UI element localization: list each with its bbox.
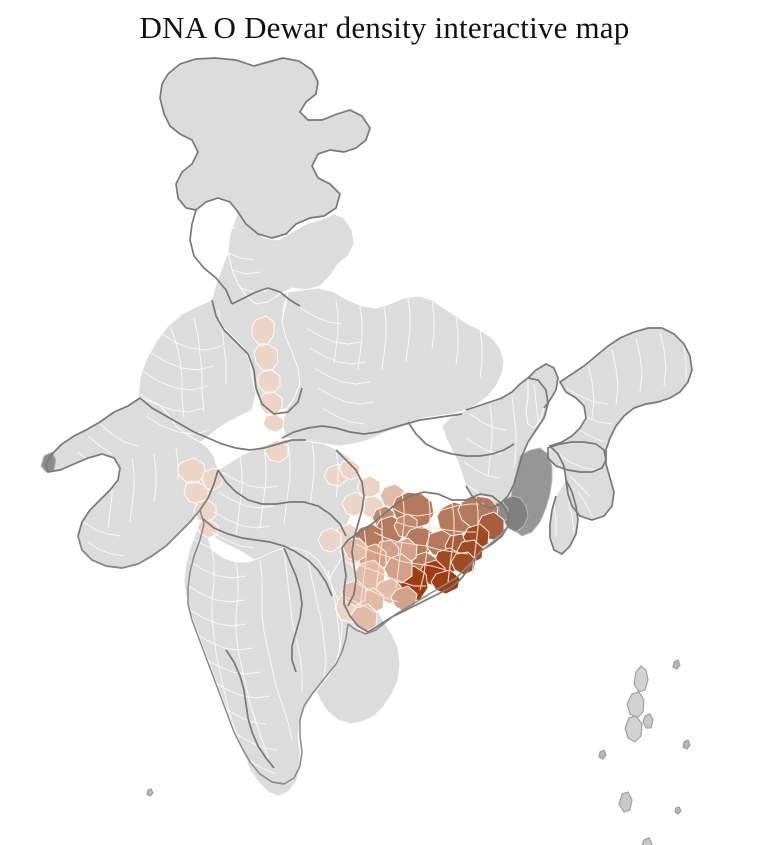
region-gujarat-west-tip — [41, 452, 56, 472]
map-svg[interactable] — [0, 52, 769, 845]
district-grid-gangetic — [300, 298, 482, 424]
page-title: DNA O Dewar density interactive map — [139, 10, 630, 45]
border-punjab-haryana-rajasthan — [212, 300, 302, 414]
coastline-west — [78, 510, 284, 784]
highlight-boundary-layer — [344, 492, 484, 614]
island-middle-andaman[interactable] — [627, 692, 644, 718]
district-grid-rajasthan — [140, 310, 226, 434]
border-mp-maharashtra — [218, 470, 346, 536]
border-chhattisgarh — [336, 450, 364, 606]
district-jagatsinghpur[interactable] — [451, 552, 476, 575]
district-bilaspur[interactable] — [342, 492, 365, 516]
border-rajasthan-gujarat-mp — [140, 398, 306, 450]
region-south-peninsula[interactable] — [184, 518, 342, 796]
island-speck-3 — [599, 750, 606, 759]
india-choropleth-map[interactable] — [0, 52, 769, 845]
district-karnal[interactable] — [258, 370, 280, 392]
border-andhra-karnataka — [284, 548, 302, 672]
border-himachal-punjab — [190, 210, 300, 306]
border-meghalaya — [548, 442, 606, 472]
region-jammu-kashmir[interactable] — [160, 58, 370, 238]
district-nuapada[interactable] — [343, 538, 367, 562]
district-rewa[interactable] — [339, 460, 360, 480]
district-grid-north — [196, 198, 268, 292]
border-jammu-kashmir — [160, 58, 370, 238]
island-minicoy-speck — [147, 789, 153, 796]
coastline-south-tip — [272, 624, 348, 784]
border-mp-up — [282, 414, 462, 438]
district-gurgaon[interactable] — [263, 414, 284, 432]
coastline-east — [348, 526, 508, 634]
border-tamilnadu-kerala — [226, 650, 274, 768]
border-maharashtra-south — [202, 518, 332, 596]
andaman-nicobar-islands[interactable] — [147, 660, 696, 845]
district-boundary-layer — [78, 198, 686, 774]
island-south-andaman[interactable] — [625, 716, 642, 742]
border-tripura-mizoram — [550, 480, 578, 554]
island-north-andaman[interactable] — [634, 666, 648, 692]
island-speck-4 — [675, 807, 681, 814]
border-west-bengal — [466, 378, 548, 508]
odisha-inner-borders — [344, 492, 484, 614]
island-little-andaman[interactable] — [619, 792, 632, 812]
district-grid-gujarat — [78, 424, 178, 556]
island-barren-speck-1 — [673, 660, 680, 669]
base-country-layer — [46, 58, 692, 796]
coastline-layer — [78, 510, 508, 784]
state-border-layer — [46, 58, 692, 768]
border-jharkhand-bihar — [408, 422, 514, 456]
island-barren-speck-2 — [683, 740, 690, 749]
district-vadodara[interactable] — [194, 500, 216, 522]
island-car-nicobar[interactable] — [642, 838, 652, 845]
region-meghalaya[interactable] — [548, 442, 606, 472]
district-durg[interactable] — [318, 528, 341, 552]
border-sikkim — [528, 364, 558, 408]
island-ritchie-archipelago[interactable] — [643, 714, 653, 728]
border-northeast-outer — [550, 328, 692, 520]
district-grid-northeast — [554, 332, 686, 536]
